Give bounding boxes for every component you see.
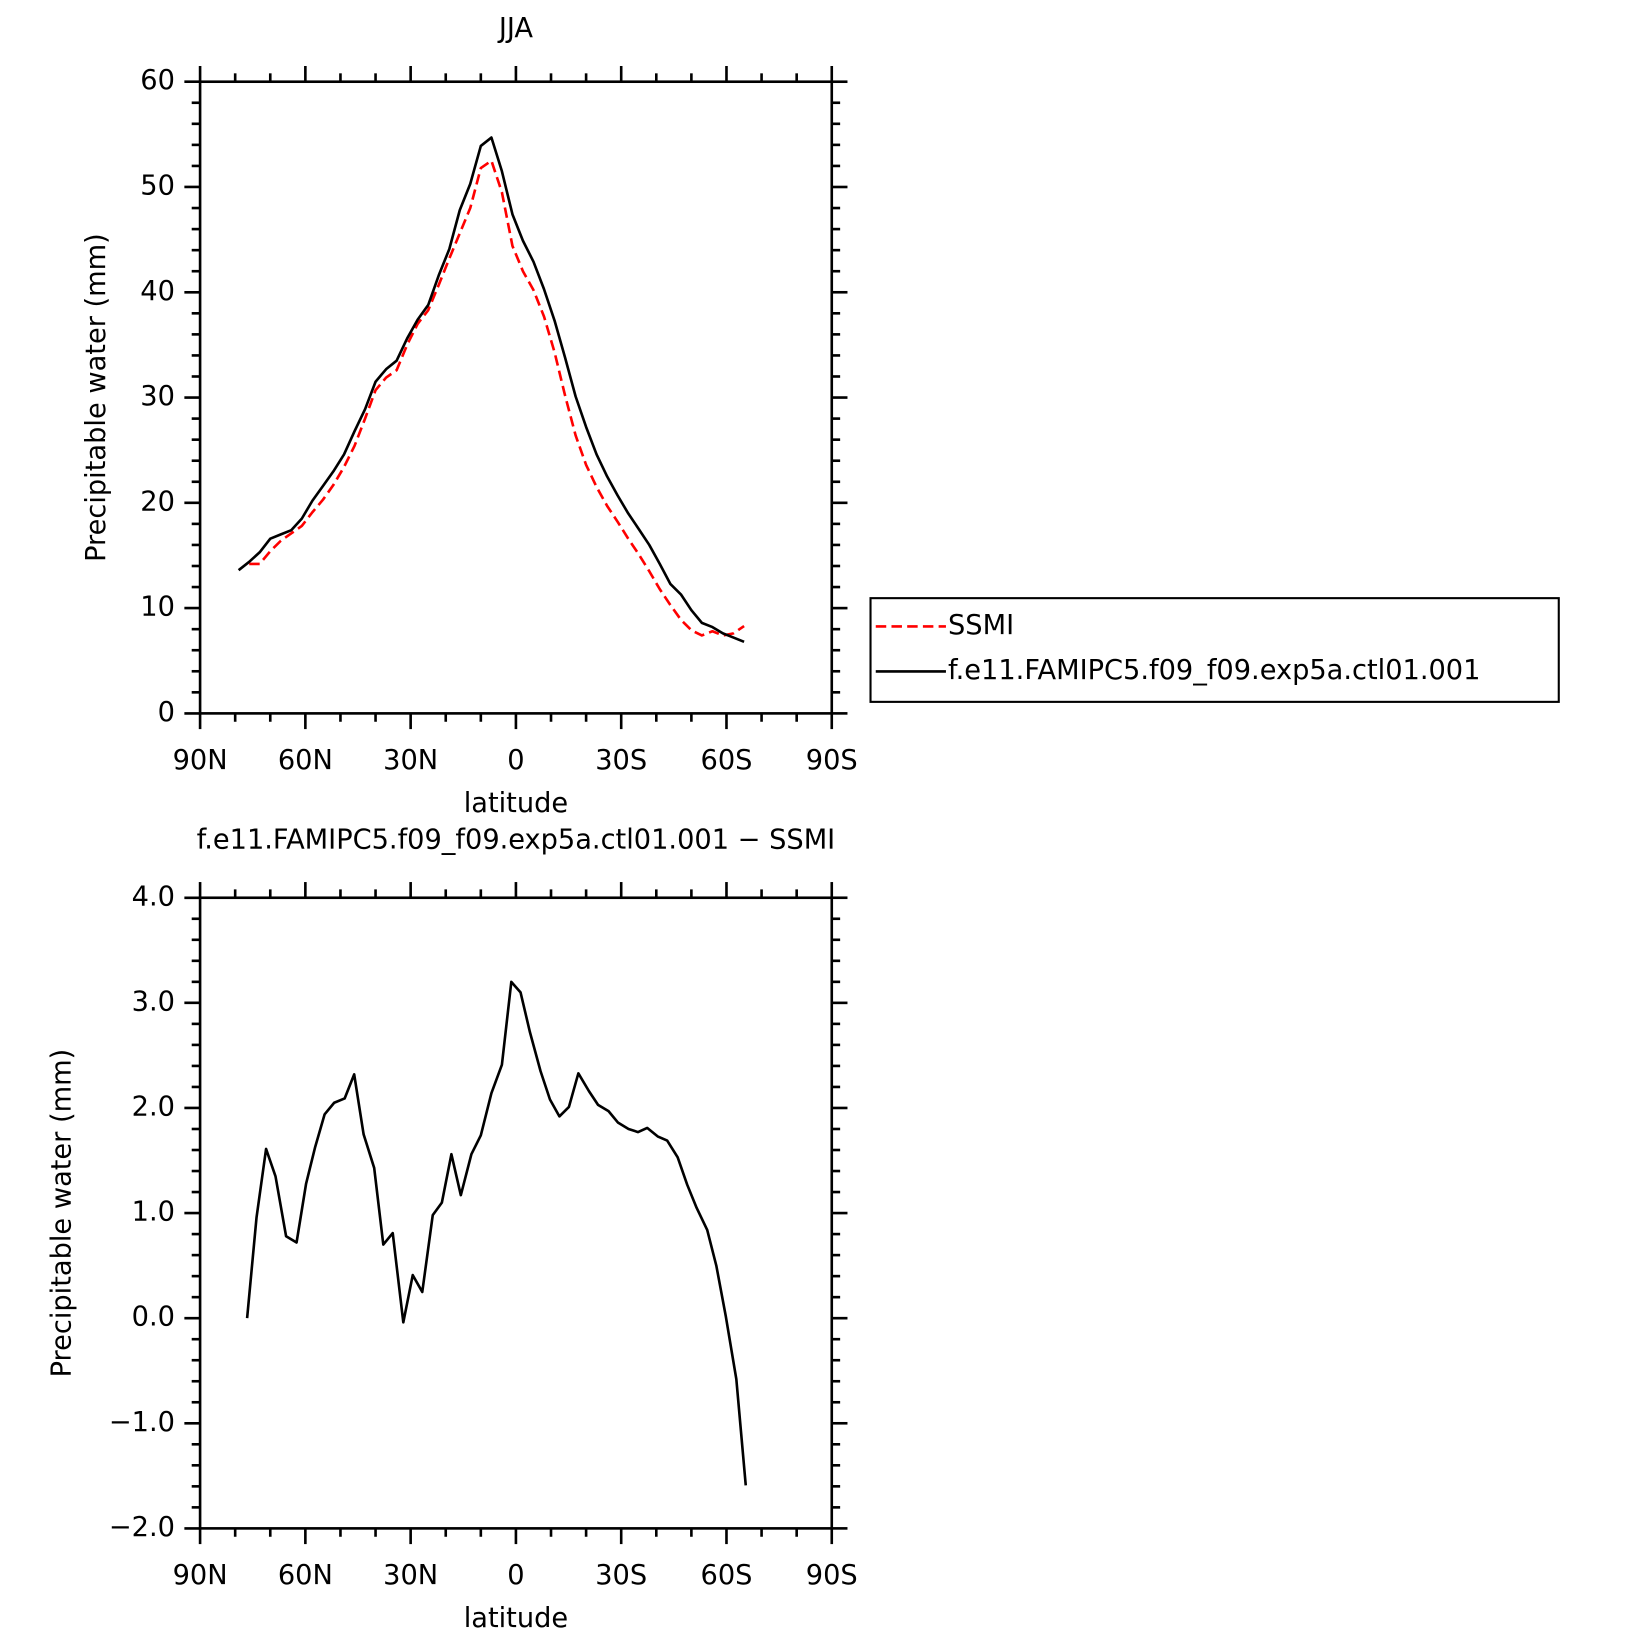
y-tick-label: 2.0 (132, 1091, 175, 1122)
plot-frame (198, 80, 834, 715)
data-line (245, 980, 748, 1486)
y-tick-label: 4.0 (132, 881, 175, 912)
y-axis-label: Precipitable water (mm) (81, 233, 112, 562)
x-tick-label: 30N (383, 1560, 438, 1591)
legend-box (869, 597, 1560, 703)
legend-label: SSMI (948, 610, 1014, 641)
x-tick-label: 0 (507, 1560, 524, 1591)
x-tick-label: 60N (278, 1560, 333, 1591)
x-tick-label: 90S (806, 1560, 858, 1591)
y-axis-label: Precipitable water (mm) (46, 1049, 77, 1378)
y-tick-label: 30 (140, 381, 175, 412)
data-line (249, 159, 745, 637)
y-tick-label: 20 (140, 486, 175, 517)
x-tick-label: 30S (595, 745, 647, 776)
y-tick-label: 40 (140, 276, 175, 307)
x-tick-label: 90S (806, 745, 858, 776)
x-tick-label: 60S (701, 1560, 753, 1591)
y-tick-label: 50 (140, 170, 175, 201)
x-tick-label: 30S (595, 1560, 647, 1591)
x-axis-label: latitude (464, 1603, 568, 1630)
legend-label: f.e11.FAMIPC5.f09_f09.exp5a.ctl01.001 (948, 655, 1480, 686)
plot-frame (198, 896, 834, 1530)
y-tick-label: 3.0 (132, 986, 175, 1017)
data-line (237, 136, 745, 644)
y-tick-label: 60 (140, 65, 175, 96)
y-tick-label: 0.0 (132, 1302, 175, 1333)
x-tick-label: 60S (701, 745, 753, 776)
y-tick-label: 10 (140, 592, 175, 623)
x-tick-label: 0 (507, 745, 524, 776)
y-tick-label: 0 (158, 697, 175, 728)
chart-title: JJA (497, 13, 534, 44)
x-axis-label: latitude (464, 788, 568, 819)
x-tick-label: 60N (278, 745, 333, 776)
x-tick-label: 90N (173, 1560, 228, 1591)
x-tick-label: 30N (383, 745, 438, 776)
y-tick-label: −1.0 (109, 1407, 175, 1438)
chart-title: f.e11.FAMIPC5.f09_f09.exp5a.ctl01.001 − … (197, 825, 836, 856)
x-tick-label: 90N (173, 745, 228, 776)
y-tick-label: −2.0 (109, 1512, 175, 1543)
y-tick-label: 1.0 (132, 1197, 175, 1228)
